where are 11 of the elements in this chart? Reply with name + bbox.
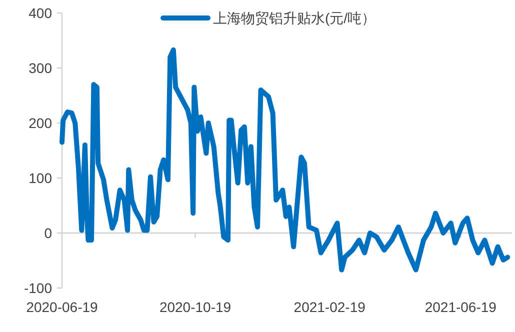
y-tick-label: 300	[28, 60, 52, 76]
y-tick-label: -100	[24, 280, 52, 296]
y-tick-label: 100	[28, 170, 52, 186]
x-tick-label: 2021-02-19	[294, 299, 366, 315]
x-tick-label: 2020-06-19	[26, 299, 98, 315]
x-tick-label: 2020-10-19	[159, 299, 232, 315]
y-tick-label: 200	[28, 115, 52, 131]
legend-label: 上海物贸铝升贴水(元/吨）	[213, 10, 376, 26]
y-tick-label: 400	[28, 5, 52, 21]
y-tick-label: 0	[44, 225, 52, 241]
x-tick-label: 2021-06-19	[424, 299, 497, 315]
